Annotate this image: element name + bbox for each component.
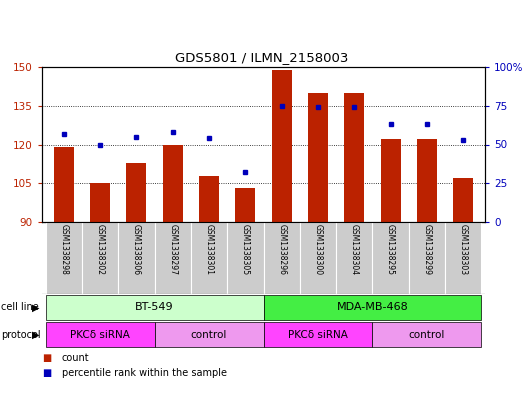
Text: GSM1338300: GSM1338300	[313, 224, 323, 275]
Text: percentile rank within the sample: percentile rank within the sample	[62, 368, 227, 378]
Bar	[191, 222, 227, 294]
Bar	[163, 145, 183, 222]
Text: control: control	[191, 329, 227, 340]
Bar	[372, 321, 481, 347]
Bar	[264, 321, 372, 347]
Bar	[264, 294, 481, 320]
Bar	[308, 93, 328, 222]
Bar	[417, 140, 437, 222]
Bar	[453, 178, 473, 222]
Text: GSM1338298: GSM1338298	[59, 224, 69, 275]
Bar	[82, 222, 118, 294]
Text: cell line: cell line	[1, 303, 39, 312]
Text: PKCδ siRNA: PKCδ siRNA	[70, 329, 130, 340]
Bar	[264, 222, 300, 294]
Bar	[300, 222, 336, 294]
Bar	[199, 176, 219, 222]
Text: GSM1338297: GSM1338297	[168, 224, 177, 275]
Text: control: control	[408, 329, 445, 340]
Bar	[227, 222, 264, 294]
Bar	[90, 183, 110, 222]
Bar	[409, 222, 445, 294]
Bar	[155, 222, 191, 294]
Text: ▶: ▶	[32, 303, 39, 312]
Text: GDS5801 / ILMN_2158003: GDS5801 / ILMN_2158003	[175, 51, 348, 64]
Text: count: count	[62, 353, 89, 363]
Text: protocol: protocol	[1, 329, 41, 340]
Bar	[155, 321, 264, 347]
Bar	[372, 222, 409, 294]
Text: ■: ■	[42, 368, 51, 378]
Bar	[445, 222, 481, 294]
Text: GSM1338304: GSM1338304	[350, 224, 359, 275]
Bar	[336, 222, 372, 294]
Text: GSM1338295: GSM1338295	[386, 224, 395, 275]
Text: BT-549: BT-549	[135, 303, 174, 312]
Text: PKCδ siRNA: PKCδ siRNA	[288, 329, 348, 340]
Text: MDA-MB-468: MDA-MB-468	[337, 303, 408, 312]
Text: GSM1338302: GSM1338302	[96, 224, 105, 275]
Bar	[271, 70, 292, 222]
Text: ■: ■	[42, 353, 51, 363]
Bar	[54, 147, 74, 222]
Bar	[381, 140, 401, 222]
Text: ▶: ▶	[32, 329, 39, 340]
Bar	[235, 188, 255, 222]
Bar	[46, 321, 155, 347]
Text: GSM1338299: GSM1338299	[423, 224, 431, 275]
Bar	[127, 163, 146, 222]
Bar	[118, 222, 155, 294]
Text: GSM1338306: GSM1338306	[132, 224, 141, 275]
Text: GSM1338301: GSM1338301	[204, 224, 213, 275]
Bar	[46, 222, 82, 294]
Bar	[344, 93, 364, 222]
Text: GSM1338296: GSM1338296	[277, 224, 286, 275]
Text: GSM1338305: GSM1338305	[241, 224, 250, 275]
Bar	[46, 294, 264, 320]
Text: GSM1338303: GSM1338303	[459, 224, 468, 275]
